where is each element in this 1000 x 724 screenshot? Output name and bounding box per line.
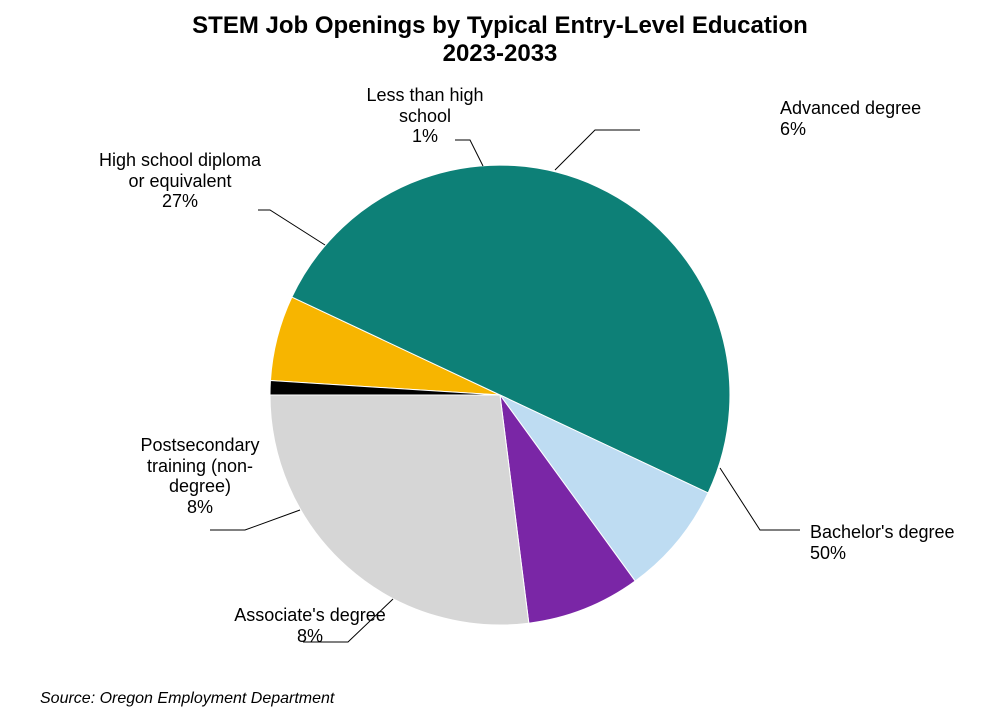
chart-container: { "chart": { "type": "pie", "title": "ST… <box>0 0 1000 724</box>
leader-line <box>210 510 300 530</box>
source-attribution: Source: Oregon Employment Department <box>40 690 334 708</box>
leader-line <box>455 140 483 166</box>
leader-line <box>303 599 393 642</box>
leader-line <box>555 130 640 170</box>
pie-chart <box>0 0 1000 724</box>
pie-slice <box>270 395 529 625</box>
leader-line <box>720 468 800 530</box>
leader-line <box>258 210 325 245</box>
